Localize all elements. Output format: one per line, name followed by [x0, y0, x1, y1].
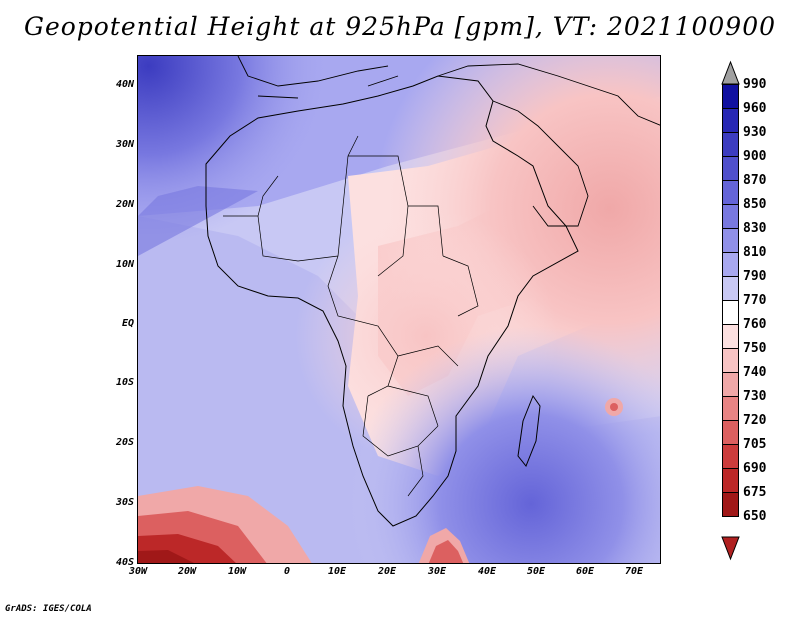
legend-swatch	[722, 132, 739, 157]
x-tick-20w: 20W	[177, 566, 197, 577]
legend-level-label: 740	[743, 365, 767, 380]
legend-swatch	[722, 468, 739, 493]
y-tick-10s: 10S	[115, 377, 134, 388]
x-tick-30e: 30E	[427, 566, 447, 577]
legend-swatch	[722, 492, 739, 517]
legend-swatch	[722, 324, 739, 349]
south-low-inner	[428, 540, 464, 563]
legend-level-label: 870	[743, 173, 767, 188]
legend-swatch	[722, 252, 739, 277]
x-tick-70e: 70E	[624, 566, 644, 577]
africa-coastline	[205, 75, 579, 527]
legend-swatch	[722, 396, 739, 421]
legend-level-label: 705	[743, 437, 767, 452]
legend-level-label: 690	[743, 461, 767, 476]
legend-top-arrow	[721, 60, 740, 85]
legend-swatch	[722, 348, 739, 373]
legend-swatch	[722, 156, 739, 181]
legend-level-label: 730	[743, 389, 767, 404]
legend-swatch	[722, 228, 739, 253]
legend-level-label: 760	[743, 317, 767, 332]
sw-low-core	[138, 550, 194, 563]
legend-swatch	[722, 300, 739, 325]
legend-level-label: 900	[743, 149, 767, 164]
legend-level-label: 750	[743, 341, 767, 356]
legend-level-label: 830	[743, 221, 767, 236]
legend-level-label: 930	[743, 125, 767, 140]
legend-level-label: 720	[743, 413, 767, 428]
legend-swatch	[722, 372, 739, 397]
legend-bottom-arrow	[721, 536, 740, 561]
legend-swatch	[722, 180, 739, 205]
y-tick-20n: 20N	[115, 199, 134, 210]
x-tick-0: 0	[283, 566, 291, 577]
x-tick-10e: 10E	[327, 566, 347, 577]
legend-level-label: 650	[743, 509, 767, 524]
legend-level-label: 990	[743, 77, 767, 92]
y-tick-10n: 10N	[115, 259, 134, 270]
legend-level-label: 770	[743, 293, 767, 308]
legend-swatch	[722, 108, 739, 133]
map-title: Geopotential Height at 925hPa [gpm], VT:…	[23, 12, 777, 41]
geopotential-map	[138, 56, 660, 563]
middle-east-coastline	[437, 63, 660, 227]
legend-swatch	[722, 444, 739, 469]
x-tick-50e: 50E	[526, 566, 546, 577]
map-plot-area	[137, 55, 661, 564]
y-tick-30s: 30S	[115, 497, 134, 508]
legend-level-label: 850	[743, 197, 767, 212]
x-tick-30w: 30W	[128, 566, 148, 577]
country-borders	[223, 135, 479, 497]
x-tick-60e: 60E	[575, 566, 595, 577]
x-tick-20e: 20E	[377, 566, 397, 577]
y-tick-40n: 40N	[115, 79, 134, 90]
madagascar-coastline	[517, 394, 541, 467]
x-tick-10w: 10W	[227, 566, 247, 577]
mascarene-low-core	[610, 403, 618, 411]
europe-coastline	[237, 56, 399, 99]
y-tick-30n: 30N	[115, 139, 134, 150]
atlantic-cold-region	[138, 56, 660, 563]
legend-level-label: 810	[743, 245, 767, 260]
y-tick-eq: EQ	[121, 318, 134, 329]
legend-swatch	[722, 84, 739, 109]
legend-level-label: 960	[743, 101, 767, 116]
y-tick-40s: 40S	[115, 557, 134, 568]
legend-swatch	[722, 420, 739, 445]
x-tick-40e: 40E	[477, 566, 497, 577]
legend-level-label: 790	[743, 269, 767, 284]
west-cold-tongue	[138, 186, 258, 256]
legend-level-label: 675	[743, 485, 767, 500]
grads-credit: GrADS: IGES/COLA	[5, 604, 92, 614]
y-tick-20s: 20S	[115, 437, 134, 448]
legend-swatch	[722, 204, 739, 229]
legend-swatch	[722, 276, 739, 301]
